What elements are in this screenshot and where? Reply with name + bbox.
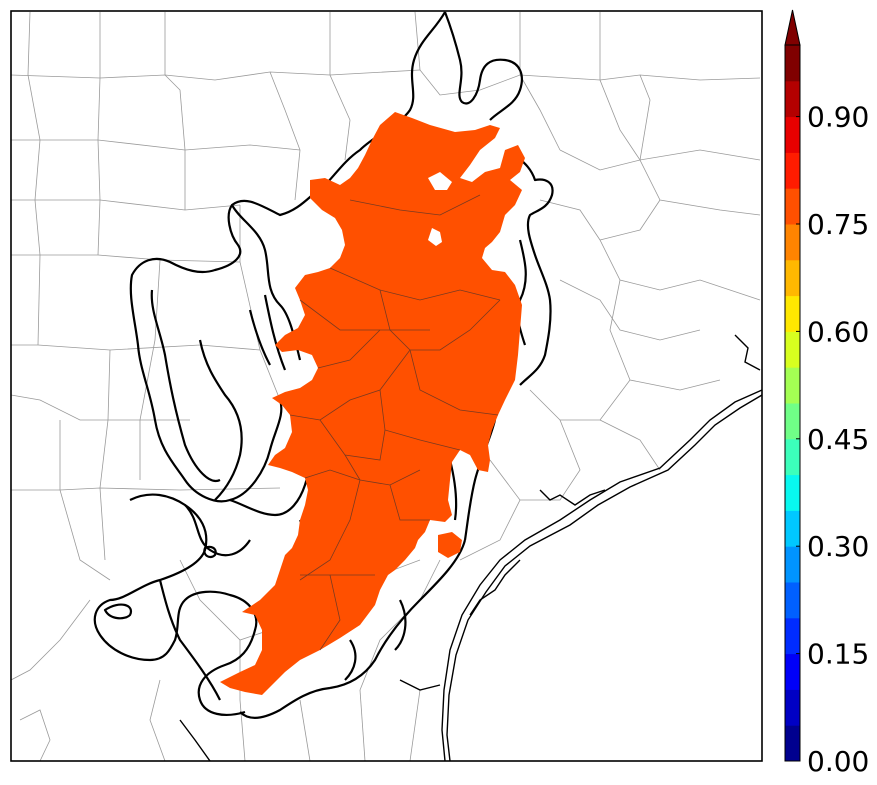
colorbar-segment bbox=[785, 188, 800, 225]
colorbar-tick-label: 0.75 bbox=[807, 208, 869, 241]
coastline bbox=[179, 334, 762, 761]
colorbar-segment bbox=[785, 224, 800, 261]
colorbar-segment bbox=[785, 546, 800, 583]
colorbar-segment bbox=[785, 689, 800, 726]
colorbar-tick-label: 0.00 bbox=[807, 745, 869, 778]
map-frame bbox=[10, 10, 763, 762]
colorbar-segment bbox=[785, 510, 800, 547]
colorbar: 0.00 0.15 0.30 0.45 0.60 0.75 0.90 bbox=[784, 9, 869, 778]
colorbar-segment bbox=[785, 725, 800, 762]
colorbar-segment bbox=[785, 331, 800, 368]
colorbar-segment bbox=[785, 259, 800, 297]
colorbar-tick-label: 0.15 bbox=[807, 638, 869, 671]
county-lines-over-plume bbox=[289, 194, 501, 651]
colorbar-tick-label: 0.30 bbox=[807, 530, 869, 563]
colorbar-segment bbox=[785, 617, 800, 655]
colorbar-segment bbox=[785, 438, 800, 476]
plume-detached-cell bbox=[438, 532, 462, 558]
map-layers bbox=[11, 11, 762, 761]
colorbar-segment bbox=[785, 653, 800, 690]
colorbar-extend-arrow bbox=[784, 9, 801, 46]
colorbar-tick-label: 0.45 bbox=[807, 423, 869, 456]
colorbar-segment bbox=[785, 116, 800, 153]
colorbar-tick-label: 0.90 bbox=[807, 101, 869, 134]
colorbar-segment bbox=[785, 80, 800, 118]
colorbar-segment bbox=[785, 295, 800, 332]
colorbar-segment bbox=[785, 45, 800, 82]
colorbar-segment bbox=[785, 474, 800, 511]
plume-area bbox=[220, 112, 525, 695]
colorbar-segment bbox=[785, 582, 800, 619]
colorbar-segment bbox=[785, 367, 800, 404]
colorbar-segment bbox=[785, 403, 800, 440]
colorbar-segment bbox=[785, 152, 800, 189]
colorbar-outline bbox=[784, 44, 801, 762]
colorbar-tick-label: 0.60 bbox=[807, 315, 869, 348]
